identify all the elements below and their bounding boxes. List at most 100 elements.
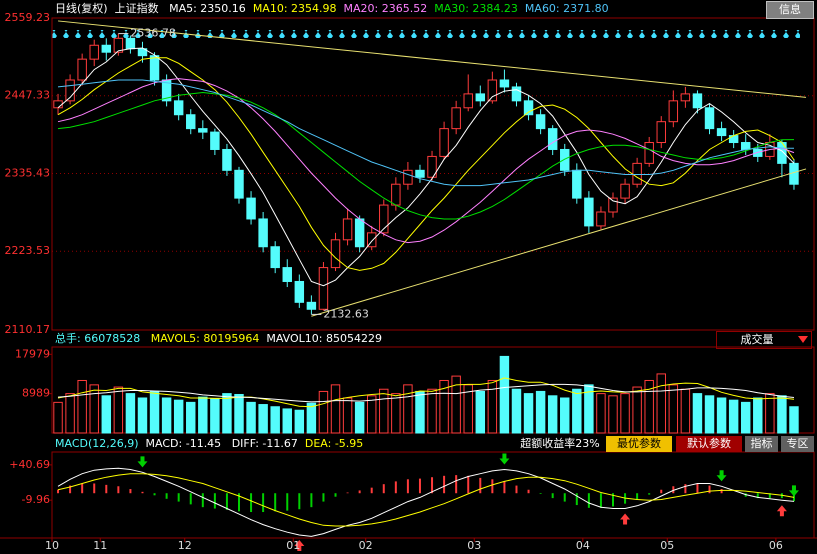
- legend-entry: DEA: -5.95: [304, 437, 364, 450]
- candle-body: [222, 148, 232, 171]
- trendline: [57, 20, 807, 98]
- volume-bar: [511, 388, 522, 434]
- x-tick-label: 03: [467, 539, 481, 552]
- candle-body: [113, 37, 124, 53]
- candle-body: [149, 55, 160, 81]
- default-params-button[interactable]: 默认参数: [676, 436, 742, 452]
- volume-bar: [246, 401, 256, 434]
- volume-bar: [777, 395, 787, 434]
- candle-body: [379, 204, 389, 234]
- info-button[interactable]: 信息: [766, 1, 814, 19]
- candle-body: [137, 48, 148, 57]
- candle-body: [53, 100, 63, 109]
- macd-title: MACD(12,26,9): [55, 437, 139, 450]
- volume-bar: [716, 397, 727, 434]
- candle-body: [403, 169, 413, 185]
- trendline: [311, 168, 807, 317]
- y-tick-label: 2223.53: [5, 244, 51, 257]
- volume-bar: [523, 393, 534, 434]
- indicator-line: [57, 91, 795, 220]
- x-tick-label: 01: [286, 539, 300, 552]
- volume-bar: [113, 386, 124, 434]
- candle-body: [535, 114, 546, 130]
- sell-arrow: [499, 453, 510, 465]
- candle-body: [101, 44, 112, 53]
- volume-bar: [451, 375, 461, 434]
- legend-entry: MA10: 2354.98: [252, 2, 337, 15]
- volume-bar: [258, 404, 268, 434]
- volume-bar: [560, 397, 570, 434]
- indicator-line: [57, 383, 795, 403]
- legend-entry: MA60: 2371.80: [524, 2, 609, 15]
- candle-body: [77, 58, 87, 81]
- candle-body: [391, 183, 401, 206]
- legend-entry: MAVOL10: 85054229: [266, 332, 382, 345]
- candle-body: [173, 100, 184, 116]
- candle-body: [644, 142, 654, 164]
- volume-bar: [572, 388, 582, 434]
- x-tick-label: 02: [359, 539, 373, 552]
- candle-body: [294, 280, 305, 303]
- y-tick-label: 2335.43: [5, 166, 51, 179]
- best-params-button[interactable]: 最优参数: [606, 436, 672, 452]
- zone-button[interactable]: 专区: [781, 436, 814, 452]
- candle-body: [584, 197, 594, 227]
- candle-body: [65, 79, 75, 102]
- candle-body: [632, 162, 642, 185]
- excess-return: 超额收益率23%: [520, 437, 600, 450]
- indicator-line: [57, 377, 795, 408]
- indicator-line: [57, 473, 795, 527]
- volume-bar: [427, 388, 437, 434]
- x-tick-label: 11: [93, 539, 107, 552]
- volume-bar: [499, 355, 510, 434]
- candle-body: [258, 218, 268, 248]
- candle-body: [620, 183, 630, 199]
- candle-body: [318, 267, 329, 310]
- candle-body: [753, 148, 763, 157]
- volume-bar: [753, 397, 763, 434]
- candle-body: [354, 218, 365, 248]
- candle-body: [89, 44, 99, 60]
- x-tick-label: 06: [769, 539, 783, 552]
- buy-arrow: [294, 540, 305, 552]
- indicator-line: [57, 79, 795, 187]
- candle-body: [451, 107, 461, 130]
- indicator-line: [57, 57, 795, 271]
- y-tick-label: 17979: [15, 347, 50, 360]
- indicator-button[interactable]: 指标: [745, 436, 778, 452]
- signal-strip: [52, 30, 800, 38]
- volume-bar: [487, 379, 498, 434]
- volume-bar: [210, 398, 220, 434]
- indicator-select[interactable]: 成交量: [716, 331, 812, 349]
- select-arrow[interactable]: [798, 336, 808, 344]
- indicator-line: [57, 78, 795, 244]
- volume-bar: [728, 399, 739, 434]
- candle-body: [547, 128, 558, 150]
- legend-entry: MA30: 2384.23: [434, 2, 518, 15]
- extreme-label: 2536.78: [130, 27, 176, 40]
- volume-bar: [89, 384, 99, 434]
- candle-body: [246, 197, 256, 220]
- volume-bar: [439, 379, 449, 434]
- volume-bar: [282, 408, 292, 434]
- legend-entry: MAVOL5: 80195964: [150, 332, 260, 345]
- candle-body: [716, 128, 727, 137]
- x-tick-label: 12: [178, 539, 192, 552]
- volume-bar: [379, 388, 389, 434]
- volume-bar: [186, 401, 196, 434]
- candle-body: [366, 232, 377, 248]
- indicator-line: [57, 467, 795, 537]
- volume-bar: [294, 409, 305, 434]
- legend-entry: MA5: 2350.16: [169, 2, 246, 15]
- candle-body: [270, 246, 280, 269]
- y-tick-label: +40.69: [9, 458, 50, 471]
- candle-body: [572, 169, 582, 199]
- volume-bar: [704, 395, 715, 434]
- volume-bar: [789, 406, 799, 434]
- volume-title: 总手: 66078528: [55, 332, 141, 345]
- volume-bar: [173, 399, 184, 434]
- buy-arrow: [776, 505, 787, 517]
- volume-bar: [475, 390, 486, 434]
- volume-bar: [101, 395, 112, 434]
